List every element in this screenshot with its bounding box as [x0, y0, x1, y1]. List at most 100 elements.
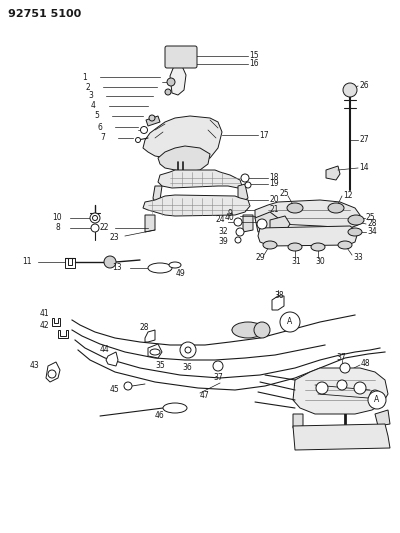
Polygon shape [143, 195, 250, 216]
Polygon shape [326, 166, 340, 180]
Circle shape [245, 182, 251, 188]
Text: 5: 5 [94, 111, 99, 120]
Text: 13: 13 [112, 263, 122, 272]
Circle shape [90, 213, 100, 223]
Text: 6: 6 [97, 123, 102, 132]
Text: 47: 47 [200, 392, 210, 400]
Ellipse shape [348, 228, 362, 236]
Polygon shape [145, 215, 155, 232]
Text: 20: 20 [269, 196, 279, 205]
Circle shape [257, 219, 267, 229]
Text: 24: 24 [215, 215, 225, 224]
Text: 2: 2 [85, 83, 90, 92]
Ellipse shape [338, 241, 352, 249]
Polygon shape [153, 186, 162, 202]
Polygon shape [143, 116, 222, 162]
Text: 7: 7 [100, 133, 105, 142]
Text: A: A [287, 318, 293, 327]
Circle shape [354, 382, 366, 394]
Circle shape [180, 342, 196, 358]
Text: 28: 28 [367, 220, 376, 229]
Ellipse shape [148, 263, 172, 273]
Text: 15: 15 [249, 52, 259, 61]
Text: 27: 27 [359, 135, 369, 144]
Text: 22: 22 [100, 223, 110, 232]
Polygon shape [272, 296, 284, 310]
Circle shape [185, 347, 191, 353]
Text: 14: 14 [359, 164, 369, 173]
Polygon shape [145, 330, 155, 342]
Text: 30: 30 [315, 256, 325, 265]
Polygon shape [255, 200, 360, 228]
Text: 10: 10 [52, 214, 62, 222]
Circle shape [124, 382, 132, 390]
Text: 23: 23 [110, 233, 120, 243]
Ellipse shape [163, 403, 187, 413]
Circle shape [343, 83, 357, 97]
Polygon shape [146, 116, 160, 126]
Ellipse shape [169, 262, 181, 268]
Circle shape [92, 215, 98, 221]
Polygon shape [293, 414, 303, 428]
Circle shape [91, 224, 99, 232]
Text: 40: 40 [225, 214, 235, 222]
Text: 21: 21 [269, 206, 278, 214]
Circle shape [48, 370, 56, 378]
Polygon shape [293, 424, 390, 450]
Ellipse shape [287, 203, 303, 213]
Polygon shape [170, 64, 186, 95]
Text: 19: 19 [269, 180, 279, 189]
Text: 31: 31 [291, 256, 301, 265]
Text: 25: 25 [366, 214, 376, 222]
Text: 25: 25 [280, 189, 290, 198]
Text: 17: 17 [259, 131, 269, 140]
Text: 16: 16 [249, 60, 259, 69]
Polygon shape [158, 170, 242, 188]
Polygon shape [46, 362, 60, 382]
Text: 37: 37 [213, 374, 223, 383]
Text: 12: 12 [343, 191, 352, 200]
Polygon shape [375, 410, 390, 426]
Text: 9: 9 [228, 208, 233, 217]
Circle shape [136, 138, 140, 142]
Text: 32: 32 [218, 228, 228, 237]
Ellipse shape [311, 243, 325, 251]
Text: 28: 28 [140, 324, 150, 333]
Polygon shape [258, 226, 358, 246]
Text: 29: 29 [255, 254, 265, 262]
Circle shape [370, 390, 380, 400]
Circle shape [213, 361, 223, 371]
Circle shape [241, 174, 249, 182]
Ellipse shape [288, 243, 302, 251]
Ellipse shape [232, 322, 264, 338]
Text: 8: 8 [55, 223, 60, 232]
Ellipse shape [348, 215, 364, 225]
Polygon shape [255, 212, 278, 232]
Circle shape [280, 312, 300, 332]
Circle shape [337, 380, 347, 390]
Circle shape [234, 218, 242, 226]
Text: 26: 26 [359, 82, 369, 91]
Text: 45: 45 [110, 385, 120, 394]
Text: 44: 44 [100, 345, 110, 354]
Polygon shape [270, 216, 290, 235]
Polygon shape [65, 258, 75, 268]
Polygon shape [293, 368, 388, 414]
Text: 34: 34 [367, 228, 377, 237]
Polygon shape [238, 184, 248, 202]
Text: 41: 41 [40, 309, 50, 318]
Circle shape [104, 256, 116, 268]
Text: 4: 4 [91, 101, 96, 110]
Circle shape [167, 78, 175, 86]
Circle shape [165, 89, 171, 95]
Circle shape [149, 115, 155, 121]
Polygon shape [148, 344, 162, 358]
Text: 38: 38 [274, 292, 284, 301]
Polygon shape [106, 352, 118, 366]
Text: 48: 48 [361, 359, 371, 367]
Circle shape [235, 237, 241, 243]
Circle shape [368, 391, 386, 409]
Text: 18: 18 [269, 174, 278, 182]
Ellipse shape [263, 241, 277, 249]
Text: 36: 36 [182, 364, 192, 373]
